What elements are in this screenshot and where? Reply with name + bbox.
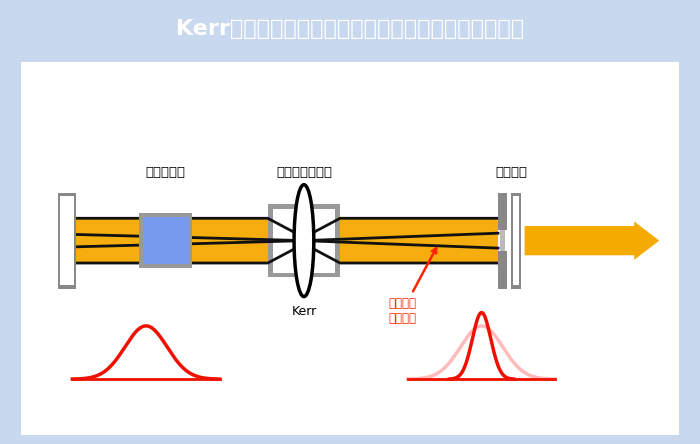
Bar (58, 193, 76, 289)
Text: 光強度の
大きい光: 光強度の 大きい光 (389, 248, 436, 325)
Bar (267, 204, 340, 277)
Text: スリット: スリット (495, 166, 527, 179)
Bar (498, 193, 508, 230)
Bar (498, 251, 508, 289)
Bar (273, 209, 335, 273)
Text: Kerrレンズによる強度の大きいレーザーの取り出し方: Kerrレンズによる強度の大きいレーザーの取り出し方 (176, 19, 524, 39)
Bar (139, 214, 192, 268)
Bar (500, 230, 505, 251)
Text: レーザーロッド: レーザーロッド (276, 166, 332, 179)
FancyArrow shape (524, 222, 659, 260)
Bar (511, 193, 522, 289)
Bar (143, 217, 189, 264)
Text: Kerr: Kerr (291, 305, 316, 317)
Bar (513, 196, 519, 285)
Ellipse shape (294, 185, 314, 297)
Polygon shape (67, 218, 498, 263)
Bar (60, 196, 74, 285)
Text: ブリズム対: ブリズム対 (146, 166, 186, 179)
FancyBboxPatch shape (15, 59, 685, 440)
